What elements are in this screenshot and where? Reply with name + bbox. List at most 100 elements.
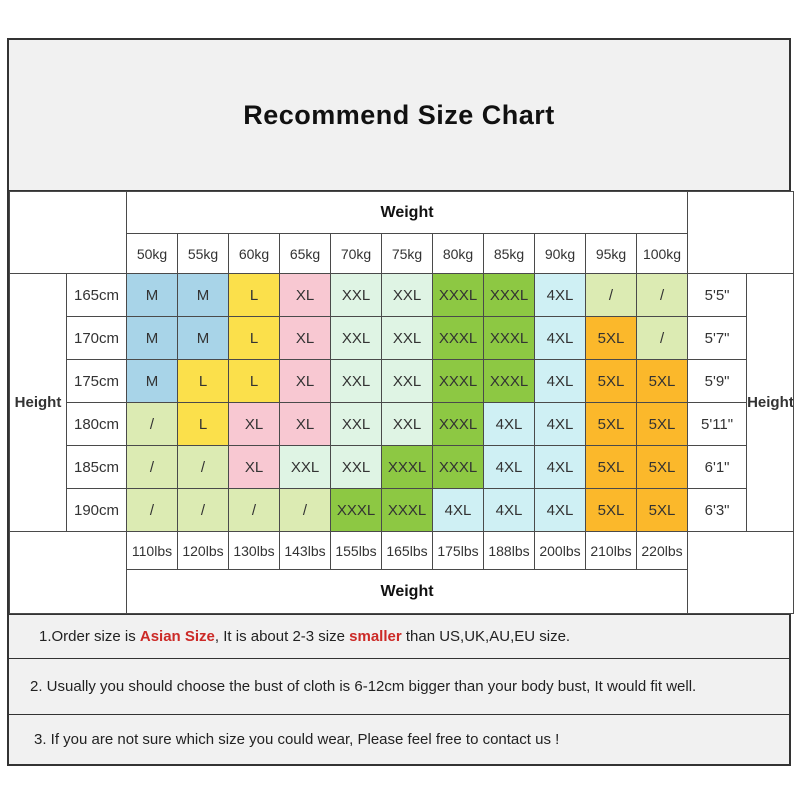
size-cell: /	[585, 273, 637, 317]
table-row: 180cm / L XL XL XXL XXL XXXL 4XL 4XL 5XL…	[10, 402, 794, 446]
height-cm-label: 190cm	[66, 488, 127, 532]
note-2-text: 2. Usually you should choose the bust of…	[30, 678, 697, 695]
kg-header: 90kg	[534, 233, 586, 274]
kg-header: 60kg	[228, 233, 280, 274]
size-cell: 4XL	[534, 359, 586, 403]
size-cell: XXXL	[432, 402, 484, 446]
size-cell: XXL	[330, 445, 382, 489]
size-cell: 4XL	[483, 488, 535, 532]
note-1-prefix: 1.Order size is	[39, 628, 140, 645]
note-1-text: 1.Order size is Asian Size, It is about …	[39, 628, 570, 645]
size-cell: 5XL	[585, 445, 637, 489]
size-cell: XXL	[381, 273, 433, 317]
size-cell: /	[126, 488, 178, 532]
lbs-header: 130lbs	[228, 531, 280, 570]
lbs-header: 165lbs	[381, 531, 433, 570]
corner-top-right	[687, 191, 795, 274]
kg-header-row: 50kg 55kg 60kg 65kg 70kg 75kg 80kg 85kg …	[10, 233, 794, 274]
size-cell: M	[177, 316, 229, 360]
size-cell: /	[126, 402, 178, 446]
size-cell: 4XL	[534, 273, 586, 317]
size-cell: 5XL	[635, 359, 689, 403]
page-title: Recommend Size Chart	[243, 99, 555, 130]
size-cell: XXXL	[483, 273, 535, 317]
lbs-header-row: 110lbs 120lbs 130lbs 143lbs 155lbs 165lb…	[9, 531, 795, 614]
size-cell: L	[228, 316, 280, 360]
kg-header: 85kg	[483, 233, 535, 274]
size-cell: XXL	[330, 359, 382, 403]
size-cell: 4XL	[534, 445, 586, 489]
note-2: 2. Usually you should choose the bust of…	[9, 658, 789, 714]
size-cell: XL	[279, 359, 331, 403]
table-row: Height 165cm M M L XL XXL XXL XXXL XXXL …	[9, 273, 795, 532]
size-cell: 4XL	[483, 402, 535, 446]
size-cell: L	[228, 273, 280, 317]
size-cell: M	[126, 316, 178, 360]
note-1-suffix: than US,UK,AU,EU size.	[401, 628, 571, 645]
size-cell: XXL	[381, 316, 433, 360]
size-cell: /	[228, 488, 280, 532]
size-cell: 4XL	[534, 488, 586, 532]
height-ft-label: 5'5"	[687, 273, 748, 317]
note-1-highlight-asian-size: Asian Size	[139, 628, 215, 645]
note-1-middle: , It is about 2-3 size	[214, 628, 350, 645]
lbs-header: 220lbs	[635, 531, 689, 570]
size-cell: 5XL	[585, 359, 637, 403]
lbs-header: 188lbs	[483, 531, 535, 570]
size-cell: XXXL	[381, 488, 433, 532]
size-cell: M	[177, 273, 229, 317]
note-1-highlight-smaller: smaller	[349, 628, 402, 645]
kg-header: 70kg	[330, 233, 382, 274]
size-cell: /	[177, 488, 229, 532]
lbs-header: 143lbs	[279, 531, 331, 570]
height-ft-label: 6'1"	[687, 445, 748, 489]
height-ft-label: 5'11"	[687, 402, 748, 446]
size-cell: XXL	[330, 316, 382, 360]
size-cell: L	[177, 359, 229, 403]
table-row: 190cm / / / / XXXL XXXL 4XL 4XL 4XL 5XL …	[10, 488, 794, 532]
size-cell: M	[126, 273, 178, 317]
lbs-header: 210lbs	[585, 531, 637, 570]
height-cm-label: 175cm	[66, 359, 127, 403]
title-box: Recommend Size Chart	[9, 40, 789, 191]
size-cell: XXXL	[432, 359, 484, 403]
corner-top-left	[9, 191, 127, 274]
size-cell: 5XL	[635, 445, 689, 489]
table-row: 170cm M M L XL XXL XXL XXXL XXXL 4XL 5XL…	[10, 316, 794, 360]
size-cell: 5XL	[585, 402, 637, 446]
lbs-header: 155lbs	[330, 531, 382, 570]
size-cell: XL	[279, 402, 331, 446]
kg-header: 100kg	[635, 233, 689, 274]
kg-header: 75kg	[381, 233, 433, 274]
weight-header-label: Weight	[125, 191, 689, 234]
weight-footer-row: Weight	[10, 569, 794, 614]
height-ft-label: 5'7"	[687, 316, 748, 360]
size-cell: XXXL	[432, 316, 484, 360]
size-cell: XXXL	[483, 316, 535, 360]
size-cell: 5XL	[635, 488, 689, 532]
height-ft-label: 6'3"	[687, 488, 748, 532]
size-cell: 4XL	[534, 316, 586, 360]
size-cell: 4XL	[483, 445, 535, 489]
corner-bottom-right	[687, 531, 795, 614]
lbs-header: 175lbs	[432, 531, 484, 570]
size-cell: /	[126, 445, 178, 489]
size-cell: /	[279, 488, 331, 532]
size-cell: XL	[279, 273, 331, 317]
size-cell: XXXL	[483, 359, 535, 403]
note-1: 1.Order size is Asian Size, It is about …	[9, 614, 789, 658]
note-3: 3. If you are not sure which size you co…	[9, 714, 789, 764]
size-cell: XXL	[330, 273, 382, 317]
height-cm-label: 185cm	[66, 445, 127, 489]
height-ft-label: 5'9"	[687, 359, 748, 403]
size-table: Weight 50kg 55kg 60kg 65kg 70kg 75kg 80k…	[9, 191, 795, 614]
size-cell: 5XL	[585, 488, 637, 532]
height-cm-label: 170cm	[66, 316, 127, 360]
kg-header: 50kg	[126, 233, 178, 274]
size-cell: XL	[228, 445, 280, 489]
size-cell: XXXL	[432, 445, 484, 489]
size-cell: M	[126, 359, 178, 403]
size-cell: XL	[228, 402, 280, 446]
size-chart-panel: Recommend Size Chart Weight 50kg 55kg 60…	[7, 38, 795, 766]
size-cell: XXXL	[432, 273, 484, 317]
